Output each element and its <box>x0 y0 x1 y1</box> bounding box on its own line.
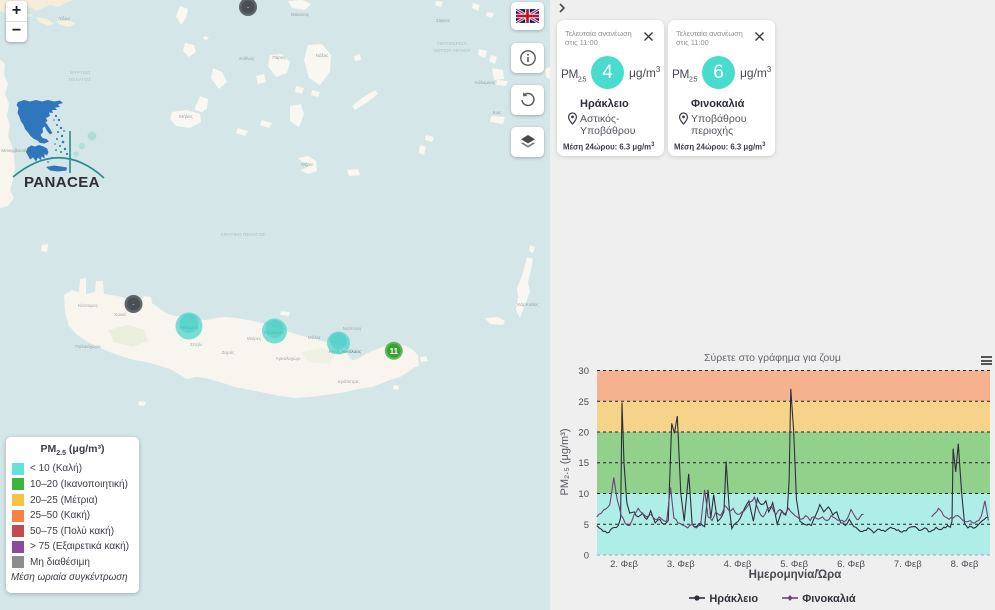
svg-text:30: 30 <box>578 366 589 377</box>
svg-text:Μονεμβασιά: Μονεμβασιά <box>1 147 27 153</box>
svg-text:0: 0 <box>584 551 589 562</box>
svg-text:Ύδρα: Ύδρα <box>58 16 70 21</box>
svg-text:ΚΡΗΤΙΚΟ ΠΕΛΑΓΟΣ: ΚΡΗΤΙΚΟ ΠΕΛΑΓΟΣ <box>221 232 266 238</box>
svg-text:Κάλυμνος: Κάλυμνος <box>475 79 496 85</box>
svg-text:Πάρος: Πάρος <box>272 54 286 60</box>
svg-text:Μήλος: Μήλος <box>179 113 193 119</box>
svg-text:Χανιά: Χανιά <box>114 311 126 317</box>
svg-text:-: - <box>247 5 250 12</box>
svg-text:Νάξος: Νάξος <box>316 52 329 59</box>
svg-text:Σπήλι: Σπήλι <box>190 341 202 347</box>
svg-text:Θήρα: Θήρα <box>301 161 313 167</box>
svg-text:Μοίρες: Μοίρες <box>247 336 262 341</box>
svg-text:Μύκονος: Μύκονος <box>291 11 310 17</box>
svg-text:4. Φεβ: 4. Φεβ <box>724 559 752 570</box>
svg-text:5. Φεβ: 5. Φεβ <box>780 559 808 570</box>
svg-text:Ζαρός: Ζαρός <box>222 349 236 355</box>
svg-text:PANACEA: PANACEA <box>24 174 100 191</box>
svg-text:Κύθνος: Κύθνος <box>239 55 255 61</box>
svg-text:3. Φεβ: 3. Φεβ <box>667 559 695 570</box>
svg-text:ΠΕΛΑΓΟΣ: ΠΕΛΑΓΟΣ <box>69 77 91 83</box>
svg-text:ΝΟΤΙΟΥ ΑΙΓΑΙΟΥ: ΝΟΤΙΟΥ ΑΙΓΑΙΟΥ <box>433 48 471 54</box>
svg-text:7. Φεβ: 7. Φεβ <box>894 559 922 570</box>
svg-text:25: 25 <box>578 397 589 408</box>
svg-text:20: 20 <box>578 428 589 439</box>
svg-text:5: 5 <box>584 520 589 531</box>
svg-text:ΜΥΡΤΩΟ: ΜΥΡΤΩΟ <box>70 70 91 76</box>
svg-text:11: 11 <box>390 347 399 356</box>
svg-text:Μάλια: Μάλια <box>308 334 321 340</box>
svg-text:Κάρπαθος: Κάρπαθος <box>517 301 539 307</box>
svg-text:Αρκαλοχώρι: Αρκαλοχώρι <box>276 355 301 361</box>
svg-text:2. Φεβ: 2. Φεβ <box>610 559 638 570</box>
svg-text:Κως: Κως <box>493 110 503 115</box>
svg-text:8. Φεβ: 8. Φεβ <box>951 559 979 570</box>
svg-text:15: 15 <box>578 458 589 469</box>
svg-text:Ιεράπετρα: Ιεράπετρα <box>338 378 359 384</box>
svg-text:ΠΕΡΙΦΕΡΕΙΑ: ΠΕΡΙΦΕΡΕΙΑ <box>437 41 467 47</box>
svg-text:Νεάπολη: Νεάπολη <box>343 325 362 331</box>
svg-text:Κίσσαμος: Κίσσαμος <box>78 303 99 308</box>
svg-text:10: 10 <box>578 489 589 500</box>
svg-text:-: - <box>132 302 135 309</box>
svg-text:Παλαιόχωρα: Παλαιόχωρα <box>75 343 101 349</box>
svg-text:6. Φεβ: 6. Φεβ <box>837 559 865 570</box>
svg-text:Σίφνος: Σίφνος <box>436 18 451 23</box>
svg-text:PM₂.₅ (μg/m³): PM₂.₅ (μg/m³) <box>559 429 571 496</box>
